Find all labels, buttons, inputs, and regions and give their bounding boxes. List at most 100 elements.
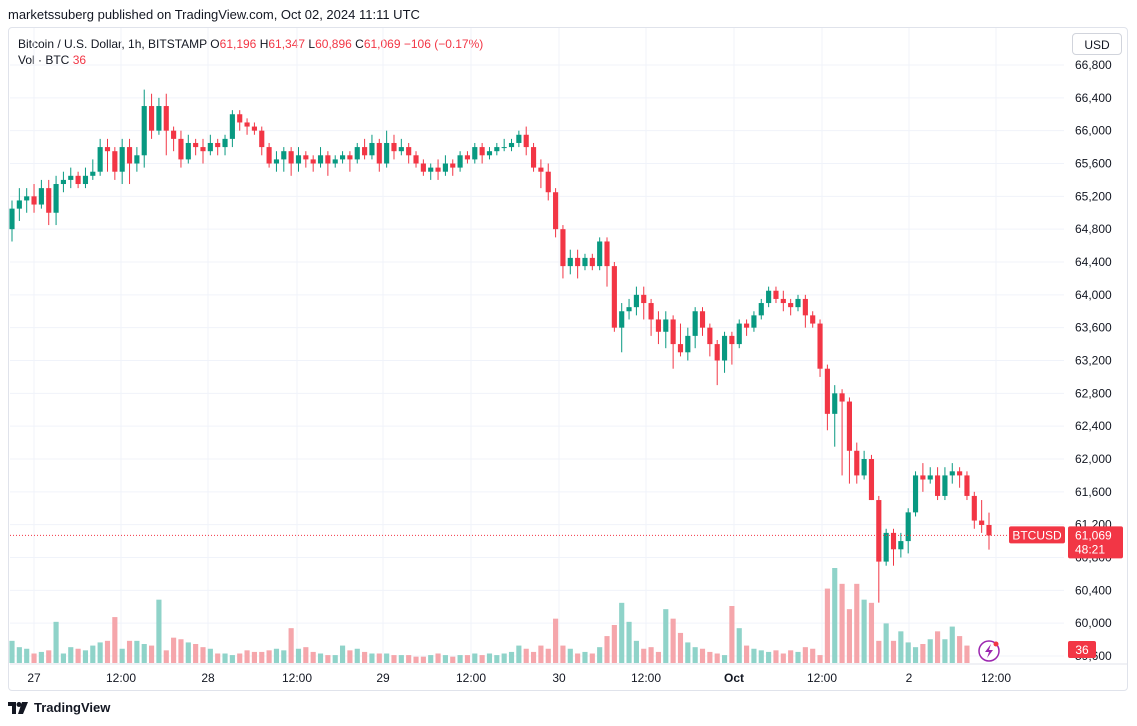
volume-bar (354, 648, 360, 663)
volume-bar (560, 645, 566, 663)
volume-bar (699, 648, 706, 663)
candle-body (406, 147, 412, 156)
candle-body (670, 319, 676, 345)
volume-bar (766, 651, 772, 663)
candle-body (530, 147, 537, 168)
volume-value: 36 (72, 53, 87, 67)
open-label: O (210, 37, 220, 51)
candle-body (369, 142, 375, 156)
candle-body (60, 179, 66, 185)
volume-bar (721, 655, 728, 663)
candle-body (721, 335, 728, 361)
volume-bar (582, 651, 588, 663)
candle-body (222, 138, 228, 148)
candle-body (854, 450, 860, 476)
volume-bar (171, 637, 177, 663)
volume-bar (553, 618, 559, 663)
candle-body (464, 155, 471, 160)
volume-bar (773, 650, 779, 663)
candle-body (744, 323, 750, 328)
volume-bar (655, 651, 662, 663)
volume-line: Vol · BTC 36 (18, 52, 483, 68)
candle-body (663, 319, 669, 332)
candle-body (134, 155, 140, 164)
candle-body (957, 471, 963, 476)
candle-body (391, 142, 397, 152)
volume-bar (413, 656, 419, 663)
volume-bar (281, 650, 287, 663)
volume-bar (516, 645, 522, 663)
currency-button[interactable]: USD (1072, 33, 1122, 55)
volume-bar (685, 642, 691, 663)
candle-body (920, 475, 926, 480)
volume-bar (362, 651, 368, 663)
volume-bar (964, 645, 970, 663)
volume-bar (391, 655, 397, 663)
volume-bar (119, 648, 125, 663)
x-tick-label: 12:00 (106, 671, 136, 685)
candle-body (553, 192, 559, 230)
candle-body (633, 294, 639, 308)
candle-body (215, 142, 221, 148)
candle-body (736, 323, 742, 345)
candle-body (942, 475, 948, 496)
candle-body (986, 524, 992, 536)
y-tick-label: 63,600 (1075, 321, 1112, 335)
volume-bar (90, 645, 96, 663)
publisher-header: marketssuberg published on TradingView.c… (8, 7, 420, 22)
chart-frame (8, 27, 1128, 691)
symbol-label[interactable]: Bitcoin / U.S. Dollar, 1h, BITSTAMP (18, 37, 207, 51)
candle-body (971, 495, 977, 521)
candle-body (288, 151, 294, 164)
candle-body (38, 188, 44, 205)
candle-body (193, 142, 199, 148)
volume-bar (538, 645, 544, 663)
low-label: L (308, 37, 316, 51)
volume-bar (339, 645, 346, 663)
volume-bar (927, 639, 933, 663)
candle-body (9, 208, 15, 230)
candle-body (707, 327, 713, 345)
candle-body (494, 147, 500, 152)
candle-body (428, 167, 434, 172)
candle-body (339, 155, 346, 160)
y-tick-label: 65,200 (1075, 189, 1112, 203)
candle-body (832, 393, 838, 414)
low-value: 60,896 (315, 37, 352, 51)
volume-bar (508, 651, 515, 663)
volume-bar (567, 648, 573, 663)
candle-body (479, 147, 485, 156)
y-tick-label: 64,400 (1075, 255, 1112, 269)
candle-body (890, 532, 897, 550)
volume-bar (134, 640, 140, 663)
volume-bar (575, 653, 581, 663)
candle-body (362, 147, 368, 156)
volume-bar (523, 648, 529, 663)
candle-body (450, 163, 456, 168)
volume-tag-value: 36 (1075, 643, 1089, 657)
candle-body (501, 147, 507, 149)
volume-bar (68, 647, 74, 663)
volume-bar (156, 599, 162, 663)
volume-bar (868, 602, 875, 663)
volume-bar (325, 655, 331, 663)
volume-bar (736, 628, 742, 663)
volume-bar (38, 651, 44, 663)
volume-bar (229, 655, 235, 663)
volume-bar (890, 640, 897, 663)
volume-bar (788, 650, 794, 663)
candle-body (729, 335, 735, 345)
y-tick-label: 66,400 (1075, 91, 1112, 105)
volume-bar (744, 645, 750, 663)
candle-body (171, 130, 177, 139)
volume-bar (450, 656, 456, 663)
candle-body (626, 307, 632, 312)
volume-bar (626, 621, 632, 663)
volume-bar (9, 640, 15, 663)
lightning-bolt-icon (985, 644, 993, 658)
volume-label[interactable]: Vol · BTC (18, 53, 70, 67)
volume-bar (16, 647, 22, 663)
candle-body (273, 159, 280, 164)
volume-bar (200, 647, 206, 663)
